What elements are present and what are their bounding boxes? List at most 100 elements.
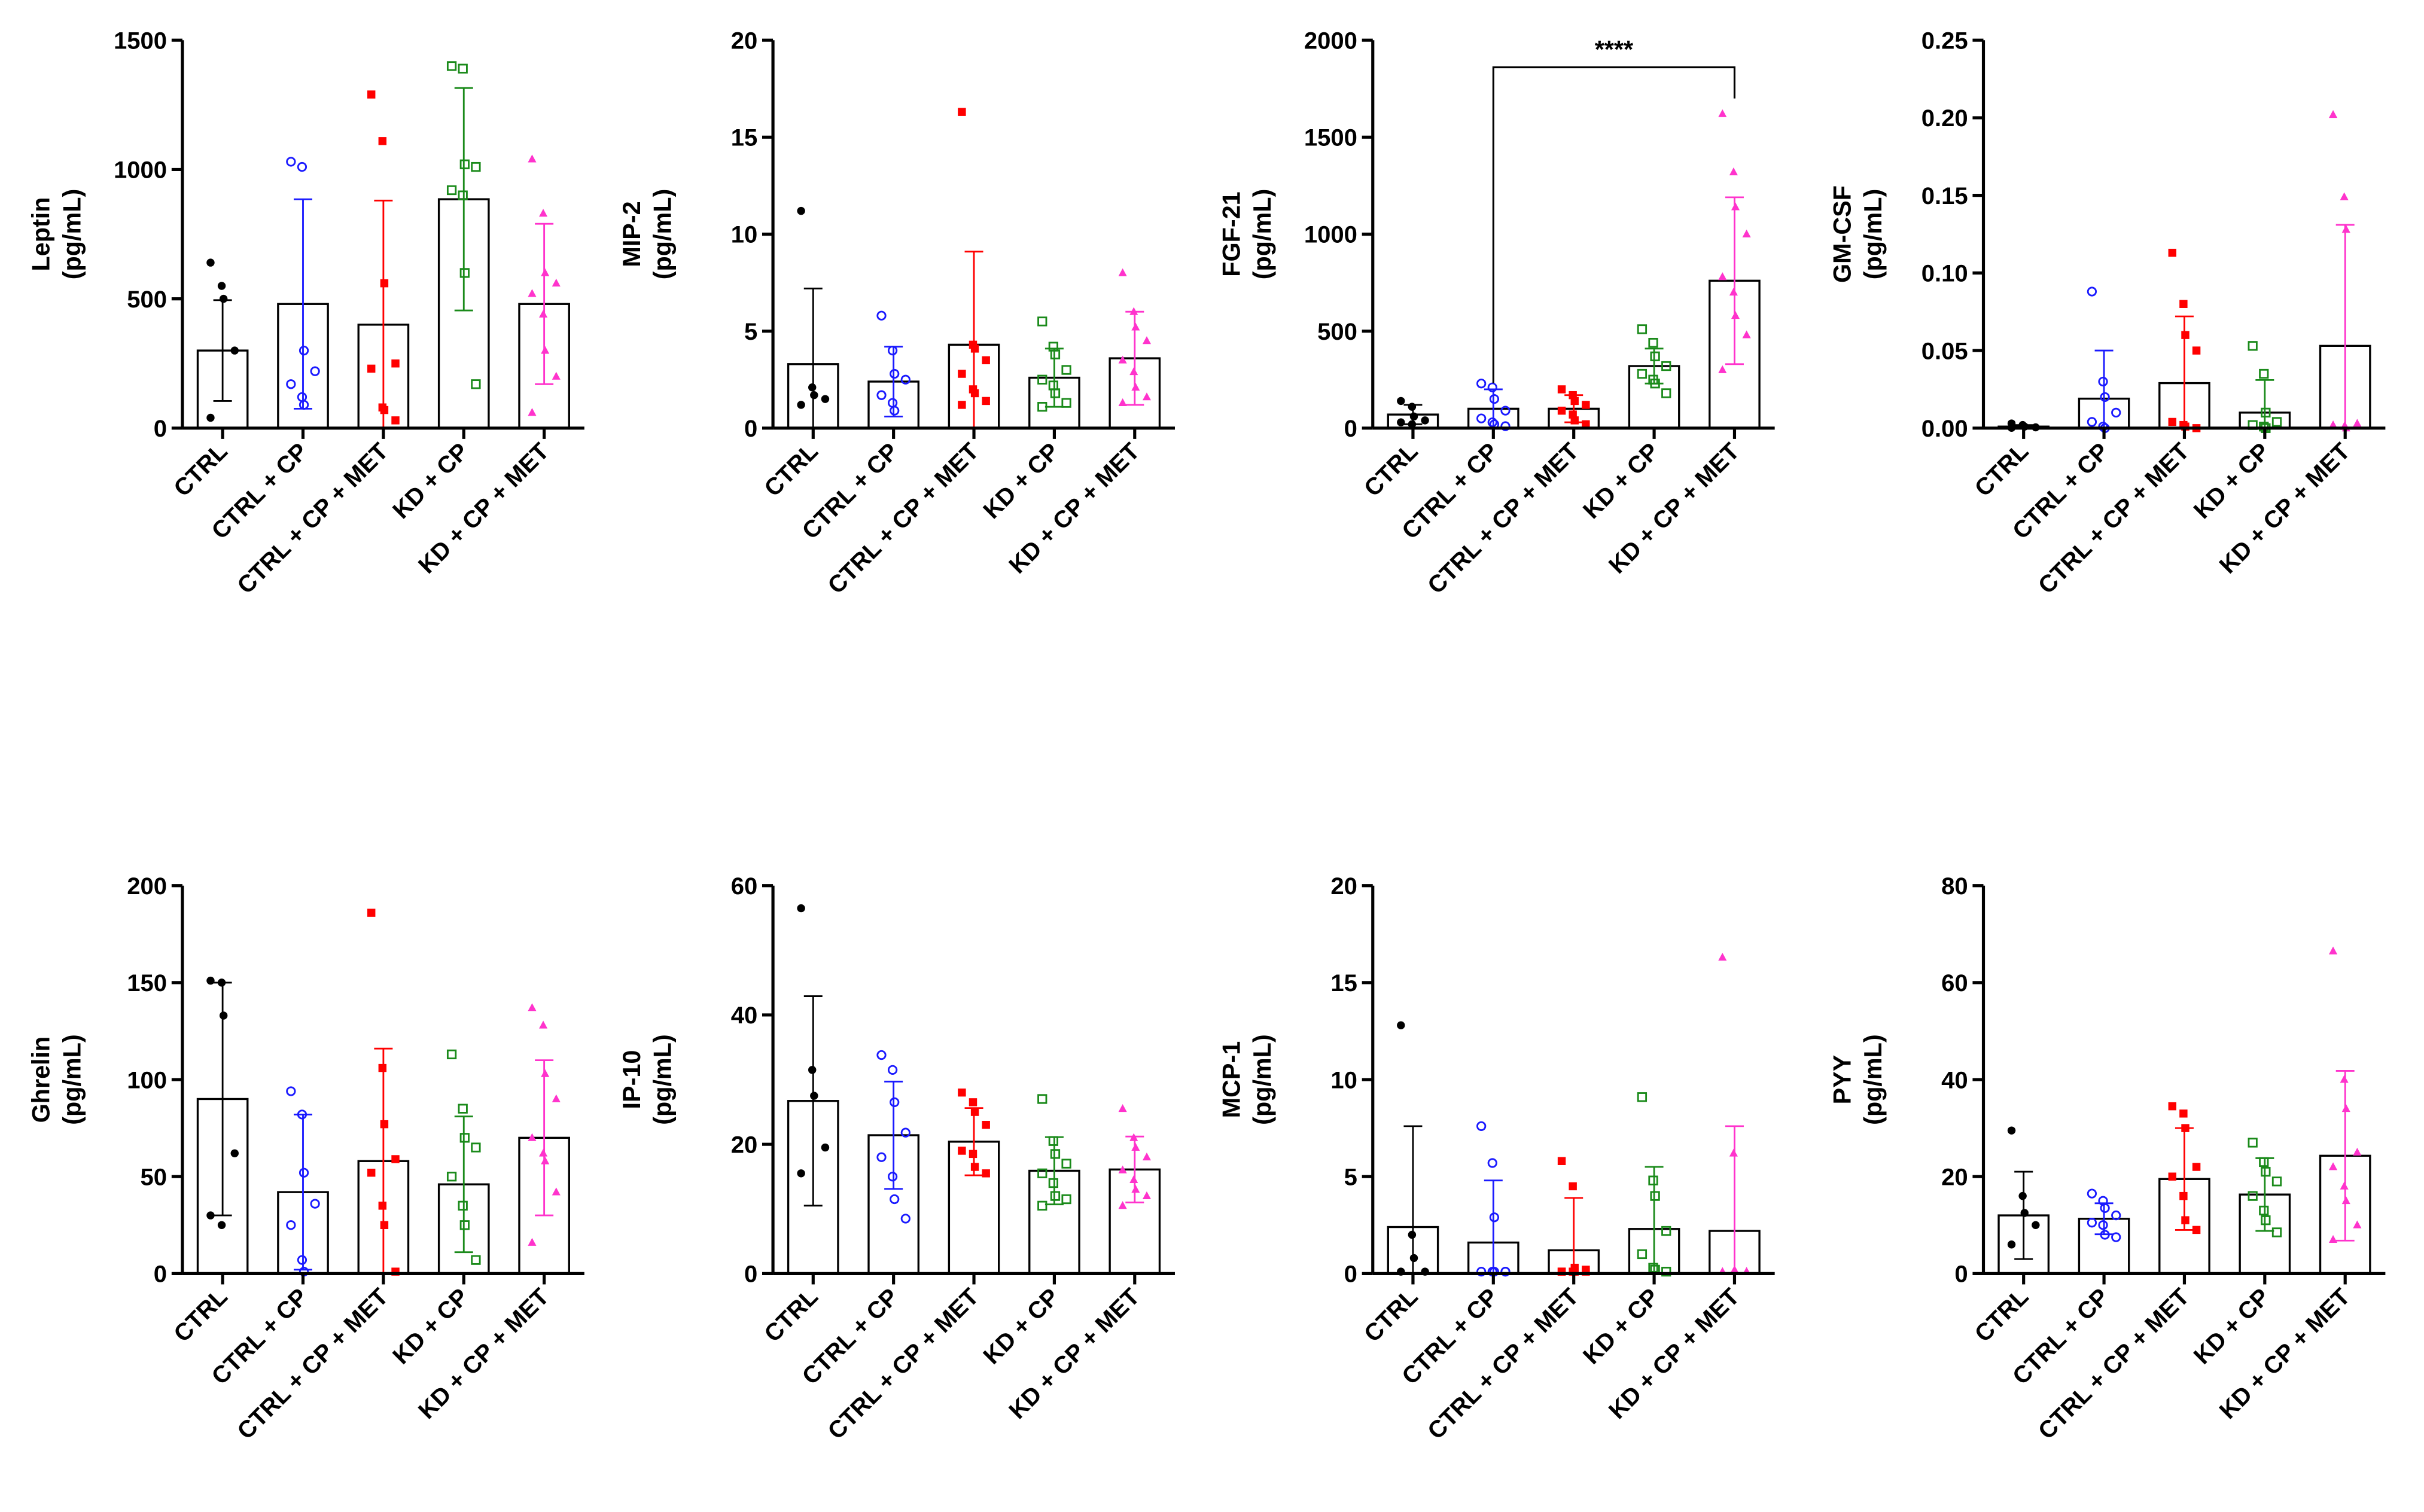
y-tick-label: 40: [1941, 1067, 1968, 1093]
significance-bracket: [1492, 66, 1736, 383]
y-axis-unit-label: (pg/mL): [1248, 189, 1276, 280]
data-point: [2181, 331, 2189, 339]
y-tick-label: 200: [127, 873, 167, 900]
data-point: [217, 1221, 226, 1230]
data-point: [367, 1169, 376, 1177]
data-point: [391, 416, 400, 425]
y-tick-label: 10: [731, 222, 758, 248]
y-tick-label: 15: [1330, 970, 1357, 996]
data-point: [1129, 367, 1138, 376]
y-axis-unit-label: (pg/mL): [1859, 1034, 1887, 1125]
y-tick-label: 0.25: [1921, 28, 1968, 54]
data-point: [970, 345, 979, 353]
data-point: [1661, 1266, 1671, 1277]
data-point: [299, 345, 309, 356]
data-point: [1118, 268, 1127, 276]
y-tick-label: 80: [1941, 873, 1968, 900]
data-point: [286, 1220, 296, 1230]
data-point: [2261, 1215, 2271, 1226]
y-tick-label: 0: [744, 1261, 757, 1288]
data-point: [446, 1049, 457, 1060]
y-tick-label: 100: [127, 1067, 167, 1093]
data-point: [1118, 1201, 1127, 1209]
data-point: [2328, 420, 2338, 429]
data-point: [299, 1167, 309, 1178]
data-point: [1408, 1230, 1417, 1239]
data-point: [1118, 1103, 1127, 1112]
data-point: [2340, 192, 2349, 200]
data-point: [219, 294, 228, 303]
data-point: [958, 401, 966, 409]
y-tick-label: 5: [744, 319, 757, 345]
data-point: [230, 1149, 239, 1158]
data-point: [378, 1202, 387, 1210]
x-tick-label: CTRL: [1359, 1284, 1423, 1348]
data-point: [2032, 1221, 2040, 1230]
data-point: [1648, 1175, 1658, 1185]
data-point: [458, 1103, 468, 1114]
data-point: [1142, 392, 1152, 401]
data-point: [378, 1063, 387, 1072]
data-point: [2098, 1220, 2108, 1230]
data-point: [808, 1066, 817, 1074]
data-point: [1037, 316, 1047, 327]
data-point: [2111, 1232, 2121, 1242]
data-point: [1648, 1263, 1658, 1273]
data-point: [539, 1020, 548, 1029]
data-point: [1582, 420, 1590, 429]
data-point: [1489, 394, 1500, 404]
data-point: [970, 389, 979, 398]
data-point: [1037, 1168, 1047, 1178]
x-tick-label: CTRL: [169, 1284, 233, 1348]
data-point: [1408, 403, 1417, 411]
data-point: [2341, 1196, 2350, 1205]
y-tick-label: 0.10: [1921, 261, 1968, 287]
data-point: [2168, 1102, 2177, 1111]
data-point: [890, 1194, 900, 1205]
data-point: [1476, 1121, 1487, 1132]
data-point: [1129, 1175, 1138, 1183]
data-point: [1731, 310, 1740, 319]
data-point: [2179, 300, 2188, 308]
data-point: [1637, 1092, 1648, 1102]
x-tick-label: KD + CP: [2189, 1284, 2275, 1370]
y-axis-label: FGF-21: [1218, 191, 1246, 276]
y-tick-label: 500: [127, 286, 167, 313]
x-tick-label: CTRL + CP + MET: [232, 438, 394, 599]
data-point: [810, 391, 818, 400]
data-point: [876, 1050, 887, 1060]
x-tick-label: CTRL + CP + MET: [232, 1284, 394, 1445]
data-point: [1661, 361, 1671, 371]
data-point: [459, 1220, 470, 1230]
data-point: [1409, 1254, 1418, 1263]
data-point: [458, 1200, 468, 1211]
x-tick-label: CTRL + CP + MET: [1423, 438, 1584, 599]
data-point: [1061, 1194, 1071, 1205]
data-point: [1061, 365, 1071, 375]
data-point: [1637, 324, 1648, 334]
data-point: [969, 1150, 977, 1159]
y-axis-label: PYY: [1828, 1055, 1856, 1105]
data-point: [206, 1211, 215, 1220]
data-point: [2328, 1162, 2338, 1170]
data-point: [541, 346, 550, 354]
data-point: [1570, 397, 1579, 406]
y-axis-label: Ghrelin: [28, 1037, 55, 1123]
x-tick-label: CTRL + CP + MET: [1423, 1284, 1584, 1445]
y-tick-label: 50: [141, 1164, 168, 1190]
data-point: [378, 137, 387, 145]
data-point: [2087, 417, 2097, 427]
data-point: [1742, 229, 1751, 237]
data-point: [541, 1156, 550, 1165]
data-point: [541, 268, 550, 276]
y-tick-label: 60: [731, 873, 758, 900]
y-axis-unit-label: (pg/mL): [1859, 189, 1887, 280]
x-tick-label: KD + CP: [388, 438, 474, 524]
data-point: [887, 398, 898, 408]
data-point: [1050, 349, 1061, 359]
data-point: [958, 370, 966, 378]
data-point: [1409, 412, 1418, 421]
data-point: [1476, 413, 1487, 423]
